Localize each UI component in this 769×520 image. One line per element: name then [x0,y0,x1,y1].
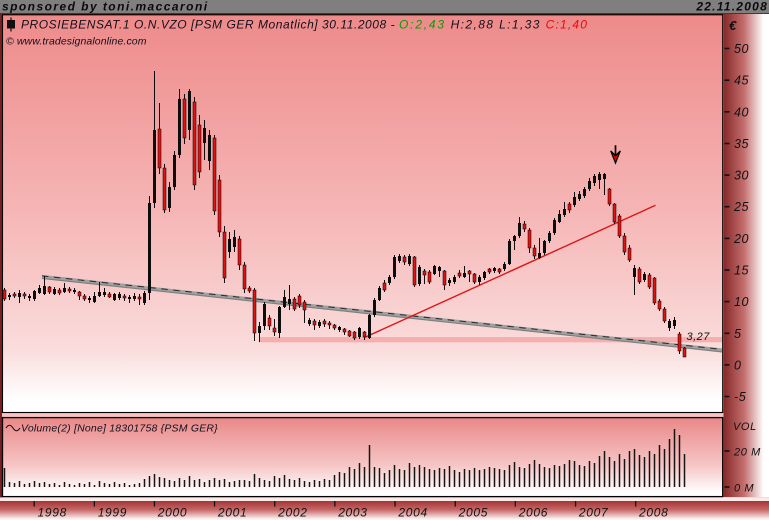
svg-text:Volume(2) [None] 18301758 {PSM: Volume(2) [None] 18301758 {PSM GER} [21,423,218,435]
svg-text:2007: 2007 [578,506,609,520]
svg-text:-5: -5 [734,390,746,404]
svg-text:15: 15 [734,264,749,278]
svg-text:5: 5 [734,327,742,341]
svg-text:2008: 2008 [638,506,669,520]
svg-text:PROSIEBENSAT.1 O.N.VZO [PSM GE: PROSIEBENSAT.1 O.N.VZO [PSM GER Monatlic… [21,18,588,32]
svg-text:10: 10 [734,295,749,309]
svg-text:0 M: 0 M [734,483,754,495]
svg-text:40: 40 [734,105,749,119]
svg-text:1998: 1998 [38,506,68,520]
svg-text:2000: 2000 [157,506,188,520]
svg-text:2005: 2005 [458,506,489,520]
svg-text:45: 45 [734,74,749,88]
svg-text:2006: 2006 [518,506,549,520]
svg-text:3,27: 3,27 [687,331,711,343]
svg-text:© www.tradesignalonline.com: © www.tradesignalonline.com [6,36,147,48]
svg-text:20: 20 [733,232,749,246]
svg-text:2004: 2004 [397,506,428,520]
svg-text:35: 35 [734,137,749,151]
svg-text:22.11.2008: 22.11.2008 [695,0,768,14]
svg-text:€: € [729,18,737,33]
svg-text:50: 50 [734,42,749,56]
svg-text:20 M: 20 M [733,447,761,459]
svg-text:30: 30 [734,169,749,183]
svg-text:1999: 1999 [98,506,128,520]
svg-text:0: 0 [734,358,742,372]
svg-text:2001: 2001 [217,506,248,520]
svg-text:sponsored by toni.maccaroni: sponsored by toni.maccaroni [2,0,209,14]
svg-text:2002: 2002 [277,506,308,520]
svg-text:2003: 2003 [337,506,368,520]
svg-text:25: 25 [733,200,749,214]
svg-text:VOL: VOL [733,421,757,433]
